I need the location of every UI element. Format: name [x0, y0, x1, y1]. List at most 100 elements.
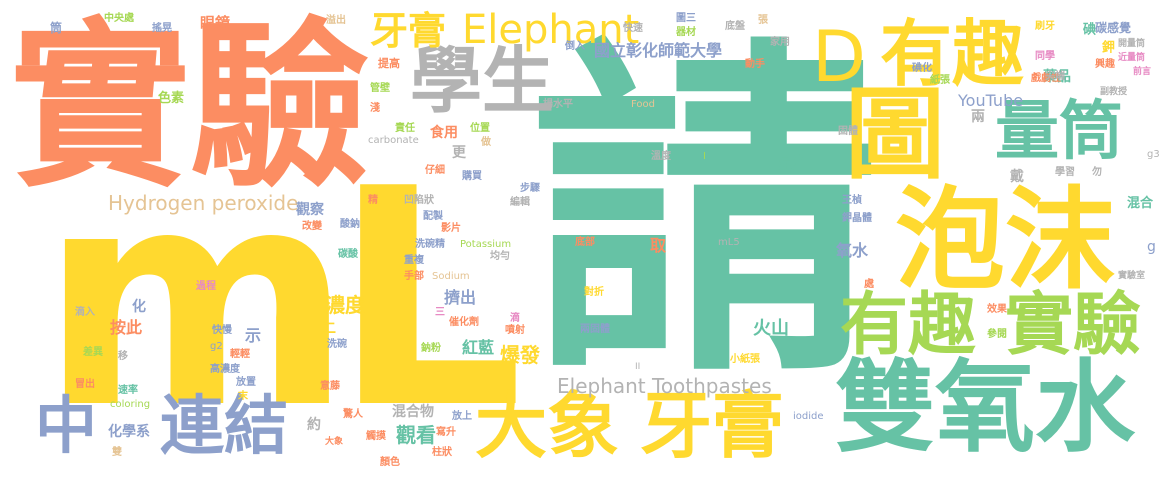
- word-jianduan: 尖端: [1045, 71, 1065, 82]
- word-daxiang: 大象: [475, 384, 620, 468]
- word-jiajingti: 鉀晶體: [842, 213, 872, 224]
- word-yangshui: 氧水: [836, 241, 869, 260]
- word-bianji: 編輯: [510, 197, 530, 208]
- word-jia: 鉀: [1099, 40, 1114, 53]
- word-g3: g3: [1147, 149, 1160, 160]
- word-tusan: 圖三: [676, 13, 696, 24]
- word-jingren: 驚人: [343, 409, 363, 420]
- word-guankan: 觀看: [396, 423, 436, 447]
- word-yiteng: 意藤: [320, 381, 340, 392]
- word-chu: 處: [864, 279, 874, 290]
- word-ncue: 國立彰化師範大學: [594, 41, 723, 60]
- word-d: D: [812, 16, 866, 98]
- word-kuaiman: 快慢: [212, 325, 232, 336]
- word-hongla: 紅藍: [462, 338, 495, 357]
- word-fujiaoshou: 副教授: [1100, 87, 1128, 97]
- word-nongdu: 濃度: [325, 293, 365, 317]
- word-qian: 淺: [370, 103, 380, 114]
- word-huoshan: 火山: [753, 318, 789, 339]
- word-ii: II: [635, 362, 641, 372]
- word-daoru: 倒入: [565, 41, 585, 52]
- word-ml5: mL5: [718, 237, 740, 248]
- word-ml: mL: [40, 125, 524, 474]
- word-mo: 末: [238, 391, 248, 402]
- word-qingqing: 輕輕: [230, 349, 250, 360]
- word-chayi: 差異: [83, 347, 103, 358]
- word-sulv: 速率: [118, 385, 138, 396]
- word-qianyan: 前言: [1133, 67, 1152, 77]
- word-kuaisu: 快速: [623, 23, 643, 34]
- word-kailiangtong: 開量筒: [1118, 39, 1146, 49]
- word-guanbi: 管壁: [370, 83, 390, 94]
- word-suanna: 酸鈉: [340, 219, 360, 230]
- word-zhizhang: 紙張: [930, 75, 950, 86]
- word-yaopin: 藥品: [1043, 69, 1071, 85]
- word-elephant: Elephant: [462, 7, 640, 53]
- word-chumo: 觸摸: [366, 431, 386, 442]
- word-junyun: 均勻: [490, 251, 510, 262]
- word-xiwanjing: 洗碗精: [415, 239, 445, 250]
- word-tigao: 提高: [378, 57, 400, 70]
- word-xuesheng: 學生: [410, 39, 555, 123]
- word-youqu-top: 有趣: [880, 12, 1025, 96]
- word-xiaozhizhang: 小紙張: [730, 354, 760, 365]
- word-maochu: 冒出: [75, 379, 95, 390]
- word-yue: 約: [307, 417, 321, 433]
- word-paomo: 泡沫: [895, 176, 1115, 304]
- word-yanse: 顏色: [380, 457, 400, 468]
- word-daxiang-small: 大象: [325, 437, 344, 447]
- word-san: 三: [435, 307, 445, 318]
- word-anci: 按此: [110, 318, 143, 337]
- word-youqu-mid: 有趣: [840, 286, 977, 365]
- word-xiaoguo: 效果: [987, 304, 1007, 315]
- word-dibu: 底部: [575, 237, 595, 248]
- word-geng: 更: [452, 145, 466, 161]
- word-iodide: iodide: [793, 411, 824, 422]
- word-youtube: YouTube: [958, 91, 1024, 110]
- word-canyue: 參閱: [987, 329, 1007, 340]
- word-zhongyangchu: 中央處: [104, 13, 134, 24]
- word-penshe: 噴射: [505, 325, 525, 336]
- word-yi: 移: [118, 351, 128, 362]
- word-lianjie: 連結: [160, 390, 288, 464]
- word-elephant-toothpastes: Elephant Toothpastes: [557, 374, 772, 398]
- word-qu: 取: [650, 236, 667, 255]
- word-tansuan: 碳酸: [338, 249, 358, 260]
- word-hydrogen-peroxide: Hydrogen peroxide: [108, 191, 299, 215]
- word-shiyong: 食用: [430, 125, 458, 141]
- word-yagao-top: 牙膏: [370, 9, 447, 53]
- word-food: Food: [631, 99, 655, 110]
- word-tong: 筒: [50, 21, 63, 35]
- word-fangshang: 放上: [452, 411, 472, 422]
- word-shi: 示: [245, 326, 262, 345]
- word-chongfu: 重複: [404, 255, 424, 266]
- word-potassium: Potassium: [460, 239, 512, 250]
- word-aoxianzhuang: 凹陷狀: [404, 195, 434, 206]
- word-nafen: 鈉粉: [421, 343, 441, 354]
- word-xingqu: 興趣: [1095, 59, 1115, 70]
- word-dai: 戴: [1010, 169, 1024, 185]
- word-shuangyangshui: 雙氧水: [835, 349, 1135, 466]
- word-guancha: 觀察: [296, 202, 324, 218]
- word-er: 二: [322, 321, 336, 337]
- word-shuang: 雙: [112, 447, 122, 458]
- word-dongshou: 動手: [745, 59, 765, 70]
- word-baofa: 爆發: [500, 343, 540, 367]
- word-g: g: [1147, 239, 1156, 255]
- word-dian: 碘: [1080, 22, 1095, 35]
- word-zuo: 做: [481, 137, 491, 148]
- word-pianguang: 偏光: [775, 153, 808, 172]
- word-hunhewu: 混合物: [392, 404, 434, 420]
- word-dianhua: 碘化: [912, 63, 932, 74]
- word-g2: g2: [210, 341, 223, 352]
- word-qicai: 器材: [676, 27, 696, 38]
- word-sesu: 色素: [158, 91, 185, 106]
- word-fangzhi: 放置: [236, 377, 256, 388]
- word-goumai: 購買: [462, 171, 482, 182]
- word-buzhou: 步驟: [520, 183, 540, 194]
- word-zeren: 責任: [395, 123, 415, 134]
- word-tu: 圖: [845, 76, 945, 193]
- word-yagao-bottom: 牙膏: [640, 384, 785, 468]
- word-yanjing: 眼鏡: [200, 14, 231, 32]
- word-shuaya: 刷牙: [1035, 21, 1055, 32]
